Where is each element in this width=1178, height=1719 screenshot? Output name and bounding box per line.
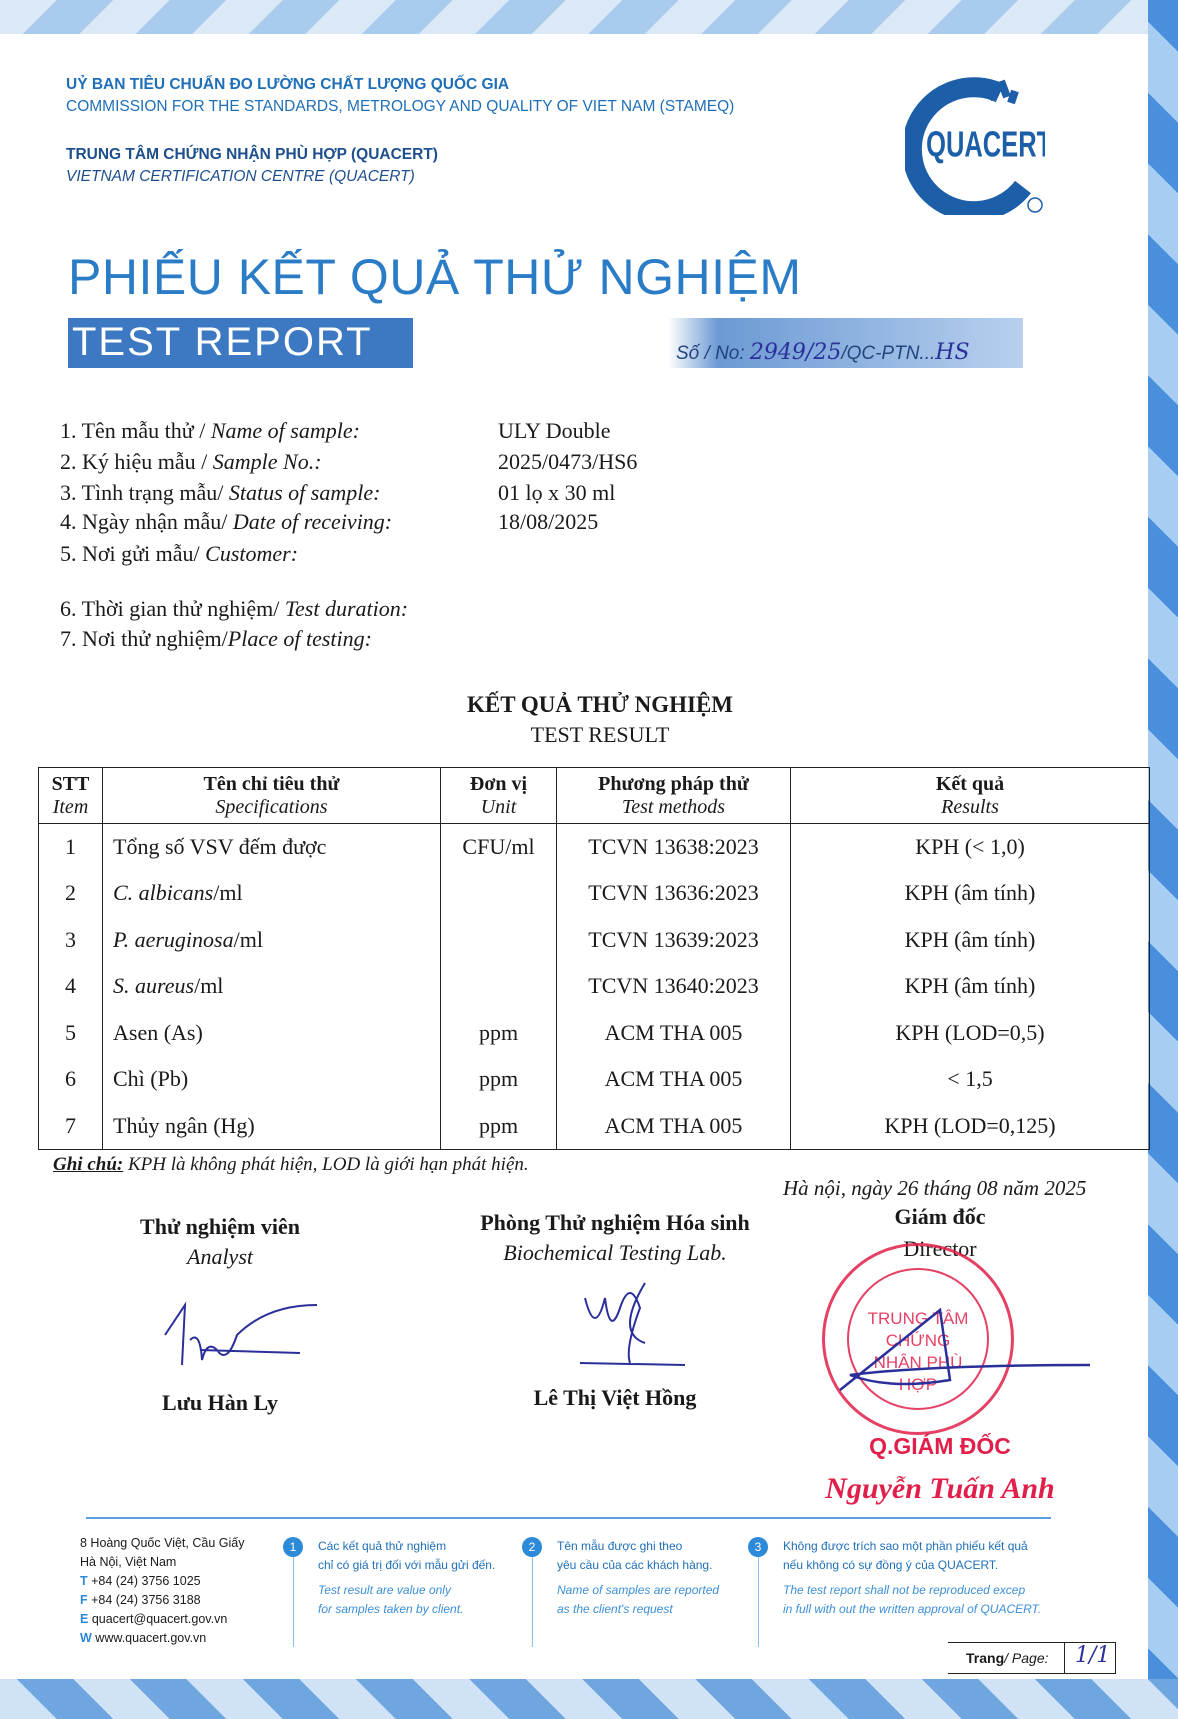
cell-item: 7 — [38, 1102, 103, 1150]
col-method: Phương pháp thử Test methods — [556, 767, 791, 824]
field-label-date: 4. Ngày nhận mẫu/ Date of receiving: — [60, 509, 393, 534]
lab-title-en: Biochemical Testing Lab. — [503, 1240, 727, 1265]
cell-method: TCVN 13639:2023 — [556, 916, 791, 963]
cell-unit — [440, 870, 557, 917]
field-label-customer: 5. Nơi gửi mẫu/ Customer: — [60, 541, 299, 566]
field-label-place: 7. Nơi thử nghiệm/Place of testing: — [60, 626, 372, 651]
cell-unit: ppm — [440, 1056, 557, 1103]
table-row: 5 Asen (As) ppm ACM THA 005 KPH (LOD=0,5… — [38, 1009, 1150, 1056]
date-line: Hà nội, ngày 26 tháng 08 năm 2025 — [783, 1176, 1087, 1200]
field-label-status: 3. Tình trạng mẫu/ Status of sample: — [60, 480, 381, 505]
cell-spec: Thủy ngân (Hg) — [102, 1102, 441, 1150]
cell-item: 1 — [38, 823, 103, 870]
field-label-sample-no: 2. Ký hiệu mẫu / Sample No.: — [60, 449, 322, 474]
cell-result: KPH (< 1,0) — [790, 823, 1150, 870]
cell-result: < 1,5 — [790, 1056, 1150, 1103]
org-name-en: COMMISSION FOR THE STANDARDS, METROLOGY … — [66, 98, 735, 115]
report-number-value: 2949/25 — [749, 340, 842, 365]
cell-spec: Chì (Pb) — [102, 1056, 441, 1103]
svg-text:QUACERT: QUACERT — [926, 124, 1045, 164]
cell-spec: S. aureus/ml — [102, 963, 441, 1010]
field-value-name: ULY Double — [498, 418, 611, 443]
page-number-box: Trang/ Page: 1/1 — [948, 1642, 1116, 1674]
field-value-sample-no: 2025/0473/HS6 — [498, 449, 638, 474]
cell-method: TCVN 13636:2023 — [556, 870, 791, 917]
table-row: 1 Tổng số VSV đếm được CFU/ml TCVN 13638… — [38, 823, 1150, 870]
title-banner — [68, 318, 1023, 368]
cell-result: KPH (LOD=0,5) — [790, 1009, 1150, 1056]
table-row: 6 Chì (Pb) ppm ACM THA 005 < 1,5 — [38, 1056, 1150, 1103]
analyst-title: Thử nghiệm viên — [140, 1214, 300, 1239]
cell-unit: ppm — [440, 1102, 557, 1150]
field-value-status: 01 lọ x 30 ml — [498, 480, 616, 505]
director-name: Nguyễn Tuấn Anh — [825, 1472, 1055, 1505]
cell-unit — [440, 963, 557, 1010]
analyst-signature — [164, 1301, 318, 1366]
cell-unit: CFU/ml — [440, 823, 557, 870]
field-label-duration: 6. Thời gian thử nghiệm/ Test duration: — [60, 596, 409, 621]
footer-note-3: 3 Không được trích sao một phần phiếu kế… — [748, 1537, 1041, 1647]
col-unit: Đơn vị Unit — [440, 767, 557, 824]
col-spec: Tên chỉ tiêu thử Specifications — [102, 767, 441, 824]
decorative-border-bottom — [0, 1679, 1178, 1719]
title-vi: PHIẾU KẾT QUẢ THỬ NGHIỆM — [68, 249, 802, 305]
lab-signature — [579, 1282, 686, 1366]
org-name-vi: UỶ BAN TIÊU CHUẨN ĐO LƯỜNG CHẤT LƯỢNG QU… — [66, 76, 510, 93]
report-number: Số / No: 2949/25/QC-PTN...HS — [676, 340, 970, 365]
centre-name-vi: TRUNG TÂM CHỨNG NHẬN PHÙ HỢP (QUACERT) — [66, 146, 438, 163]
cell-method: TCVN 13638:2023 — [556, 823, 791, 870]
centre-name-en: VIETNAM CERTIFICATION CENTRE (QUACERT) — [66, 168, 415, 185]
footer-note-1: 1 Các kết quả thử nghiệm chỉ có giá trị đ… — [283, 1537, 495, 1647]
cell-unit — [440, 916, 557, 963]
results-table: STT Item Tên chỉ tiêu thử Specifications Đ… — [38, 767, 1150, 1150]
cell-method: ACM THA 005 — [556, 1102, 791, 1150]
quacert-logo: QUACERT — [901, 75, 1052, 222]
director-title: Giám đốc — [894, 1204, 986, 1229]
cell-item: 6 — [38, 1056, 103, 1103]
cell-method: ACM THA 005 — [556, 1009, 791, 1056]
table-row: 3 P. aeruginosa/ml TCVN 13639:2023 KPH (… — [38, 916, 1150, 963]
lab-title: Phòng Thử nghiệm Hóa sinh — [480, 1210, 750, 1235]
cell-result: KPH (âm tính) — [790, 963, 1150, 1010]
cell-unit: ppm — [440, 1009, 557, 1056]
deputy-director-title: Q.GIÁM ĐỐC — [869, 1433, 1011, 1459]
cell-result: KPH (âm tính) — [790, 870, 1150, 917]
cell-result: KPH (LOD=0,125) — [790, 1102, 1150, 1150]
footer-divider — [86, 1517, 1051, 1519]
report-number-hand-suffix: HS — [935, 340, 970, 365]
title-en: TEST REPORT — [72, 320, 373, 364]
footer-contact: 8 Hoàng Quốc Việt, Cầu Giấy Hà Nội, Việt… — [80, 1536, 245, 1645]
cell-method: TCVN 13640:2023 — [556, 963, 791, 1010]
analyst-title-en: Analyst — [187, 1244, 253, 1269]
decorative-border-right — [1148, 0, 1178, 1719]
director-signature — [839, 1307, 1090, 1391]
cell-spec: Asen (As) — [102, 1009, 441, 1056]
analyst-name: Lưu Hàn Ly — [162, 1390, 278, 1415]
cell-result: KPH (âm tính) — [790, 916, 1150, 963]
table-row: 2 C. albicans/ml TCVN 13636:2023 KPH (âm… — [38, 870, 1150, 917]
cell-spec: P. aeruginosa/ml — [102, 916, 441, 963]
table-row: 4 S. aureus/ml TCVN 13640:2023 KPH (âm t… — [38, 963, 1150, 1010]
cell-spec: Tổng số VSV đếm được — [102, 823, 441, 870]
lab-name: Lê Thị Việt Hồng — [533, 1385, 697, 1410]
cell-item: 3 — [38, 916, 103, 963]
table-note: Ghi chú: KPH là không phát hiện, LOD là … — [53, 1154, 529, 1175]
field-value-date: 18/08/2025 — [498, 509, 599, 534]
cell-method: ACM THA 005 — [556, 1056, 791, 1103]
results-heading-en: TEST RESULT — [530, 722, 670, 747]
decorative-border-top — [0, 0, 1178, 34]
field-label-name: 1. Tên mẫu thử / Name of sample: — [60, 418, 360, 443]
cell-item: 2 — [38, 870, 103, 917]
report-number-label: Số / No: — [676, 343, 750, 364]
table-row: 7 Thủy ngân (Hg) ppm ACM THA 005 KPH (LO… — [38, 1102, 1150, 1150]
cell-item: 4 — [38, 963, 103, 1010]
col-result: Kết quả Results — [790, 767, 1150, 824]
cell-spec: C. albicans/ml — [102, 870, 441, 917]
footer-note-2: 2 Tên mẫu được ghi theo yêu cầu của các k… — [522, 1537, 719, 1647]
cell-item: 5 — [38, 1009, 103, 1056]
col-item: STT Item — [38, 767, 103, 824]
results-heading-vi: KẾT QUẢ THỬ NGHIỆM — [466, 692, 734, 717]
report-number-suffix: /QC-PTN... — [841, 343, 936, 364]
